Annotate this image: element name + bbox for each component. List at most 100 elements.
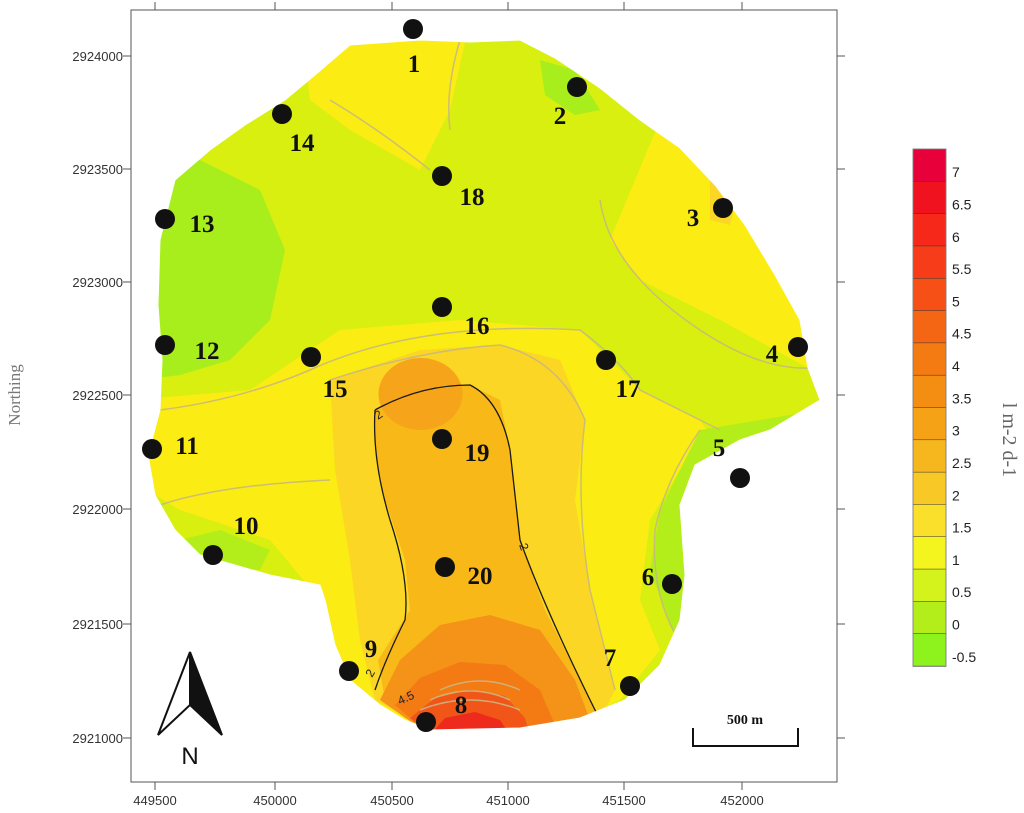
legend-swatch [912,342,947,376]
site-label: 5 [713,435,726,462]
y-axis-title: Northing [5,364,24,426]
contour-label: 4.5 [395,688,416,708]
legend-label: 3 [952,423,960,439]
site-marker [301,347,321,367]
site-label: 2 [554,103,567,130]
site-marker [203,545,223,565]
site-marker [272,104,292,124]
site-marker [339,661,359,681]
site-label: 7 [604,645,617,672]
legend-label: 1.5 [952,520,972,536]
legend-swatch [912,504,947,538]
legend-swatch [912,536,947,570]
site-marker [432,166,452,186]
legend-label: 6.5 [952,196,972,212]
site-marker [403,19,423,39]
y-axis: 2924000 2923500 2923000 2922500 2922000 … [5,49,123,746]
legend-swatch [912,471,947,506]
site-marker [730,468,750,488]
x-tick-label: 452000 [720,793,763,808]
legend-swatch [912,310,947,344]
site-marker [435,557,455,577]
north-label: N [181,743,198,770]
legend-swatch [912,245,947,279]
legend-labels: 7 6.5 6 5.5 5 4.5 4 3.5 3 2.5 2 1.5 1 0.5 0 -0.5 [952,164,976,665]
site-label: 3 [687,205,700,232]
contour-2-left [373,409,407,691]
legend-swatch [912,181,947,215]
scale-bar-line [692,728,799,747]
contour-lines [159,40,811,711]
scale-bar-label: 500 m [727,713,764,728]
site-label: 13 [190,211,215,238]
site-label: 12 [195,338,220,365]
legend-label: 0 [952,617,960,633]
site-marker [432,429,452,449]
site-label: 10 [234,513,259,540]
site-label: 8 [455,692,468,719]
sampling-sites: 1 2 3 4 5 6 7 8 9 10 11 12 13 14 15 16 1… [142,19,808,732]
legend-swatch [912,439,947,473]
site-label: 14 [290,130,316,157]
legend-label: 2 [952,487,960,503]
site-label: 4 [766,341,779,368]
zone-2p5 [378,358,463,430]
legend-frame [912,148,947,667]
contour-2 [374,384,601,721]
legend-label: 4.5 [952,326,972,342]
site-marker [662,574,682,594]
y-tick-label: 2924000 [72,49,123,64]
legend-swatch [912,374,947,409]
site-label: 19 [465,440,490,467]
x-axis: 449500 450000 450500 451000 451500 45200… [133,793,763,808]
site-label: 1 [408,51,421,78]
site-label: 11 [175,433,199,460]
zone-1-east [610,120,820,380]
site-marker [620,676,640,696]
legend-swatch [912,278,947,312]
legend-label: 1 [952,552,960,568]
legend-swatch [912,213,947,247]
x-tick-label: 450000 [253,793,296,808]
x-tick-label: 451000 [486,793,529,808]
site-label: 6 [642,564,655,591]
axis-ticks [123,2,845,790]
site-marker [155,209,175,229]
legend-label: 4 [952,358,960,374]
legend-swatch [912,568,947,603]
site-marker [155,335,175,355]
legend-label: 7 [952,164,960,180]
legend-swatch [912,601,947,635]
legend-swatch [912,407,947,441]
site-label: 18 [460,184,485,211]
site-label: 17 [616,376,641,403]
legend-unit: l m-2 d-1 [998,403,1020,477]
site-marker [432,297,452,317]
site-marker [596,350,616,370]
zone-1-north [300,40,470,170]
y-tick-label: 2923000 [72,275,123,290]
site-label: 16 [465,313,490,340]
legend-swatches [912,148,947,667]
legend-swatch [912,148,947,183]
y-tick-label: 2923500 [72,162,123,177]
x-tick-label: 450500 [370,793,413,808]
site-marker [567,77,587,97]
site-label: 15 [323,376,348,403]
legend-label: 5.5 [952,261,972,277]
scale-bar: 500 m [692,713,799,747]
site-label: 9 [365,636,378,663]
north-arrow-right [189,651,223,736]
zone-0-west [148,160,285,380]
y-tick-label: 2922000 [72,502,123,517]
legend-label: 0.5 [952,584,972,600]
legend-label: 3.5 [952,390,972,406]
legend-label: 2.5 [952,455,972,471]
site-marker [142,439,162,459]
x-tick-label: 451500 [602,793,645,808]
y-tick-label: 2922500 [72,388,123,403]
site-label: 20 [468,563,493,590]
site-marker [713,198,733,218]
y-tick-label: 2921500 [72,617,123,632]
